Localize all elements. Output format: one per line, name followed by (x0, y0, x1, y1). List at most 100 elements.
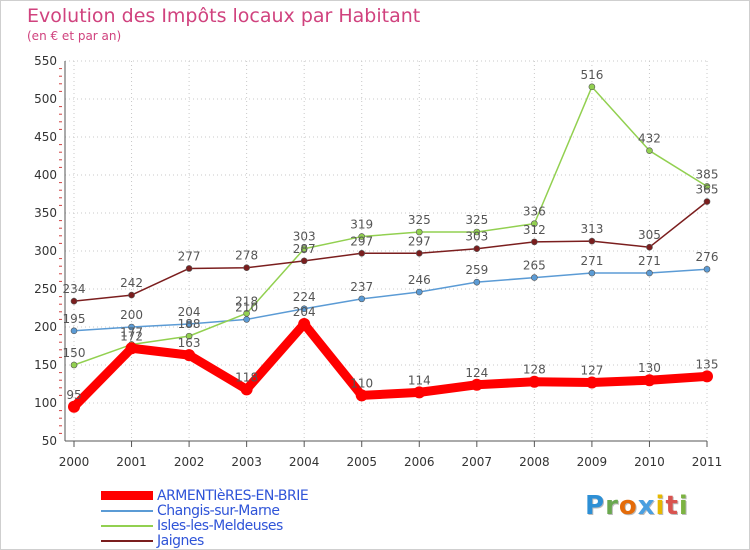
series-line-3 (73, 200, 708, 302)
data-point (240, 383, 253, 396)
y-tick-label: 450 (34, 130, 57, 144)
legend-label: Jaignes (157, 532, 204, 549)
data-label: 130 (638, 361, 661, 375)
data-point (243, 264, 250, 272)
data-label: 365 (696, 183, 719, 197)
data-label: 246 (408, 273, 431, 287)
series-line-2 (73, 86, 708, 366)
data-label: 204 (293, 305, 316, 319)
logo-letter: i (655, 491, 666, 521)
legend-item: Jaignes (101, 532, 308, 549)
logo-letter: i (678, 491, 689, 521)
data-point (185, 332, 193, 340)
data-label: 336 (523, 205, 546, 219)
data-point (473, 245, 481, 253)
x-tick-label: 2011 (692, 455, 723, 469)
data-label: 265 (523, 259, 546, 273)
legend: ARMENTIèRES-EN-BRIE Changis-sur-Marne Isle… (101, 487, 309, 549)
data-point (473, 228, 481, 236)
data-point (128, 323, 135, 331)
y-tick-label: 100 (34, 396, 57, 410)
data-label: 313 (580, 222, 603, 236)
data-label: 312 (523, 223, 546, 237)
data-label: 305 (638, 228, 661, 242)
legend-item: ARMENTIèRES-EN-BRIE (101, 487, 309, 504)
logo-letter: r (605, 491, 619, 521)
y-tick-label: 550 (34, 54, 57, 68)
x-tick-label: 2000 (59, 455, 90, 469)
legend-item: Changis-sur-Marne (101, 502, 308, 519)
data-point (70, 297, 78, 305)
data-label: 271 (580, 254, 603, 268)
data-label: 188 (178, 317, 201, 331)
y-tick-label: 400 (34, 168, 57, 182)
data-point (473, 278, 481, 286)
data-label: 237 (350, 280, 373, 294)
data-label: 303 (293, 230, 316, 244)
data-point (588, 269, 596, 277)
data-label: 325 (465, 213, 488, 227)
data-point (415, 288, 423, 296)
data-label: 271 (638, 254, 661, 268)
chart-title: Evolution des Impôts locaux par Habitant (27, 5, 421, 27)
data-point (415, 228, 423, 236)
x-tick-label: 2005 (346, 455, 377, 469)
legend-label: Changis-sur-Marne (157, 502, 280, 519)
legend-swatch (101, 509, 153, 512)
data-point (531, 274, 538, 281)
y-tick-label: 50 (42, 434, 57, 448)
y-tick-label: 250 (34, 282, 57, 296)
data-point (588, 83, 596, 91)
data-label: 319 (350, 218, 373, 232)
data-point (701, 370, 713, 383)
data-point (243, 310, 250, 317)
data-point (125, 342, 138, 355)
data-point (646, 147, 653, 154)
data-label: 287 (293, 242, 316, 256)
logo-letter: P (585, 491, 606, 521)
data-point (185, 320, 193, 328)
data-label: 110 (350, 376, 373, 390)
y-tick-label: 200 (34, 320, 57, 334)
data-point (300, 305, 308, 313)
logo-letter: o (618, 491, 638, 521)
data-label: 95 (66, 388, 81, 402)
data-label: 128 (523, 363, 546, 377)
x-tick-label: 2010 (634, 455, 665, 469)
data-point (531, 220, 538, 227)
data-point (355, 389, 368, 402)
data-label: 516 (580, 68, 603, 82)
data-point (298, 317, 311, 330)
y-tick-label: 150 (34, 358, 57, 372)
data-point (128, 291, 135, 299)
data-label: 195 (63, 312, 86, 326)
y-tick-label: 350 (34, 206, 57, 220)
y-tick-label: 300 (34, 244, 57, 258)
data-label: 127 (580, 363, 603, 377)
logo-letter: x (637, 491, 656, 521)
data-point (358, 233, 366, 240)
legend-item: Isles-les-Meldeuses (101, 518, 308, 534)
data-point (643, 374, 656, 387)
data-label: 325 (408, 213, 431, 227)
data-label: 163 (178, 336, 201, 350)
x-tick-label: 2004 (289, 455, 320, 469)
chart-subtitle: (en € et par an) (27, 29, 122, 43)
data-label: 432 (638, 132, 661, 146)
legend-swatch (101, 539, 153, 542)
data-label: 150 (63, 346, 86, 360)
data-label: 200 (120, 308, 143, 322)
data-label: 385 (696, 167, 719, 181)
series-line-1 (73, 268, 708, 332)
legend-label: ARMENTIèRES-EN-BRIE (157, 487, 309, 504)
proxiti-logo: Proxiti (585, 491, 689, 521)
data-point (703, 183, 711, 190)
x-tick-label: 2002 (174, 455, 205, 469)
data-label: 303 (465, 230, 488, 244)
x-tick-label: 2006 (404, 455, 435, 469)
data-point (415, 249, 423, 257)
x-tick-label: 2009 (577, 455, 608, 469)
